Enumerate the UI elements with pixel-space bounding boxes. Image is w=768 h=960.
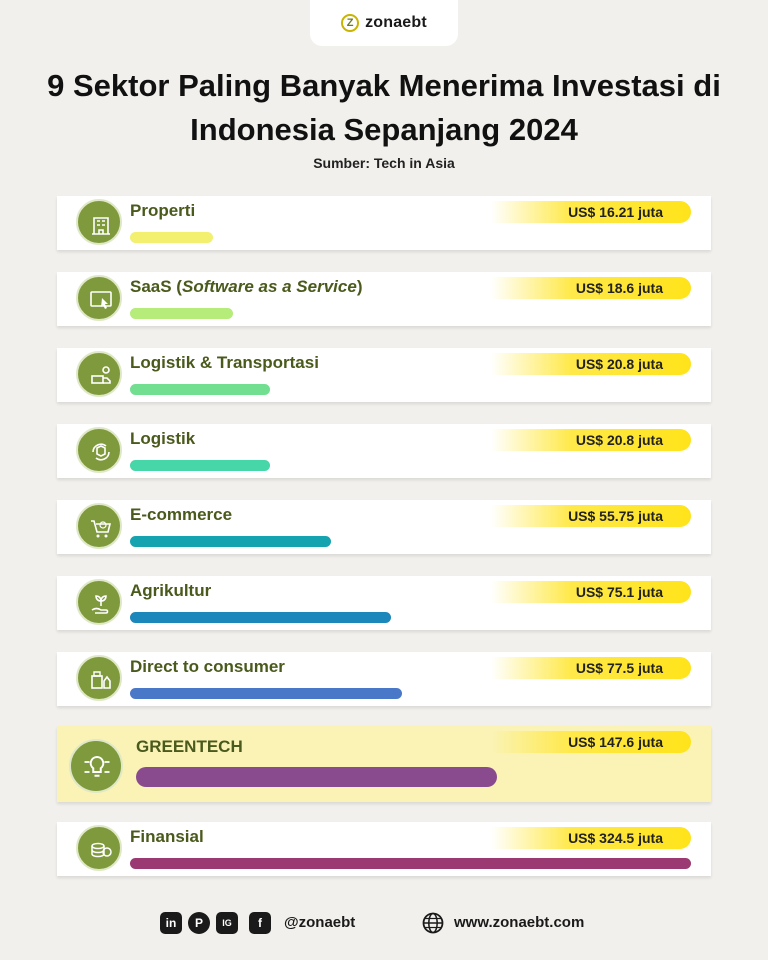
lightbulb-circuit-icon [69, 739, 123, 793]
value-pill: US$ 20.8 juta [491, 429, 691, 451]
brand-name: zonaebt [365, 14, 427, 31]
value-pill: US$ 55.75 juta [491, 505, 691, 527]
brand-logo: Z zonaebt [310, 0, 458, 46]
building-icon [76, 199, 122, 245]
value-label: US$ 20.8 juta [575, 432, 663, 448]
product-box-icon [76, 655, 122, 701]
category-label: Logistik & Transportasi [130, 353, 319, 372]
cart-globe-icon [76, 503, 122, 549]
category-label: Direct to consumer [130, 657, 285, 676]
category-label: Logistik [130, 429, 196, 448]
monitor-cursor-icon [76, 275, 122, 321]
category-label: Finansial [130, 827, 204, 846]
instagram-icon[interactable]: IG [216, 912, 238, 934]
footer: in P IG f @zonaebt www.zonaebt.com [0, 910, 768, 940]
website-link[interactable]: www.zonaebt.com [454, 914, 585, 931]
facebook-icon[interactable]: f [249, 912, 271, 934]
bar [130, 460, 270, 471]
category-label: Agrikultur [130, 581, 212, 600]
value-label: US$ 324.5 juta [568, 830, 663, 846]
value-pill: US$ 75.1 juta [491, 581, 691, 603]
value-label: US$ 18.6 juta [575, 280, 663, 296]
value-pill: US$ 18.6 juta [491, 277, 691, 299]
linkedin-icon[interactable]: in [160, 912, 182, 934]
brand-logo-icon: Z [341, 14, 360, 32]
value-pill: US$ 324.5 juta [491, 827, 691, 849]
coins-icon [76, 825, 122, 871]
bar [136, 767, 497, 787]
bar [130, 232, 213, 243]
delivery-route-icon [76, 351, 122, 397]
bar [130, 688, 402, 699]
source-note: Sumber: Tech in Asia [313, 155, 455, 171]
value-label: US$ 20.8 juta [575, 356, 663, 372]
value-pill: US$ 16.21 juta [491, 201, 691, 223]
category-label: E-commerce [130, 505, 233, 524]
value-label: US$ 55.75 juta [568, 508, 663, 524]
category-label: Properti [130, 201, 196, 220]
bar [130, 308, 233, 319]
bar [130, 858, 691, 869]
bar [130, 536, 331, 547]
category-label: GREENTECH [136, 737, 243, 756]
value-pill: US$ 20.8 juta [491, 353, 691, 375]
bar [130, 384, 270, 395]
value-label: US$ 77.5 juta [575, 660, 663, 676]
value-label: US$ 16.21 juta [568, 204, 663, 220]
plant-hand-icon [76, 579, 122, 625]
bar [130, 612, 391, 623]
value-pill: US$ 77.5 juta [491, 657, 691, 679]
value-pill: US$ 147.6 juta [491, 731, 691, 753]
category-label: SaaS (Software as a Service) [130, 277, 363, 296]
social-handle[interactable]: @zonaebt [284, 914, 356, 931]
value-label: US$ 75.1 juta [575, 584, 663, 600]
pinterest-icon[interactable]: P [188, 912, 210, 934]
page-title: 9 Sektor Paling Banyak Menerima Investas… [47, 68, 721, 147]
globe-icon [422, 912, 444, 934]
package-cycle-icon [76, 427, 122, 473]
value-label: US$ 147.6 juta [568, 734, 663, 750]
